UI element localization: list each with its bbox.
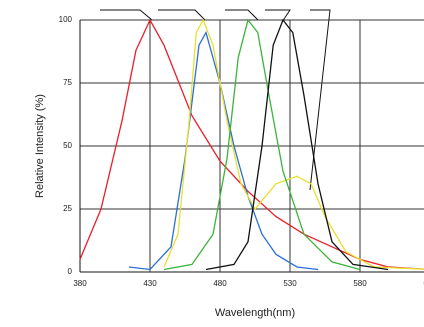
x-tick-label: 430 bbox=[143, 279, 157, 288]
x-tick-label: 580 bbox=[353, 279, 367, 288]
y-tick-label: 25 bbox=[63, 204, 72, 213]
y-tick-label: 50 bbox=[63, 141, 72, 150]
leader-line bbox=[309, 9, 331, 191]
y-tick-label: 100 bbox=[59, 15, 73, 24]
series-line bbox=[163, 18, 424, 270]
series-line bbox=[163, 18, 361, 271]
x-axis-label: Wavelength(nm) bbox=[215, 307, 295, 319]
leader-line bbox=[158, 9, 206, 21]
leader-lines bbox=[100, 9, 331, 191]
x-tick-label: 380 bbox=[73, 279, 87, 288]
leader-line bbox=[100, 9, 153, 21]
x-tick-label: 530 bbox=[283, 279, 297, 288]
leader-line bbox=[225, 9, 259, 21]
y-tick-label: 0 bbox=[68, 267, 73, 276]
series-line bbox=[79, 18, 424, 270]
leader-line bbox=[265, 9, 291, 23]
x-tick-label: 480 bbox=[213, 279, 227, 288]
y-axis-label: Relative Intensity (%) bbox=[34, 94, 46, 198]
y-tick-label: 75 bbox=[63, 78, 72, 87]
series-line bbox=[205, 18, 389, 271]
